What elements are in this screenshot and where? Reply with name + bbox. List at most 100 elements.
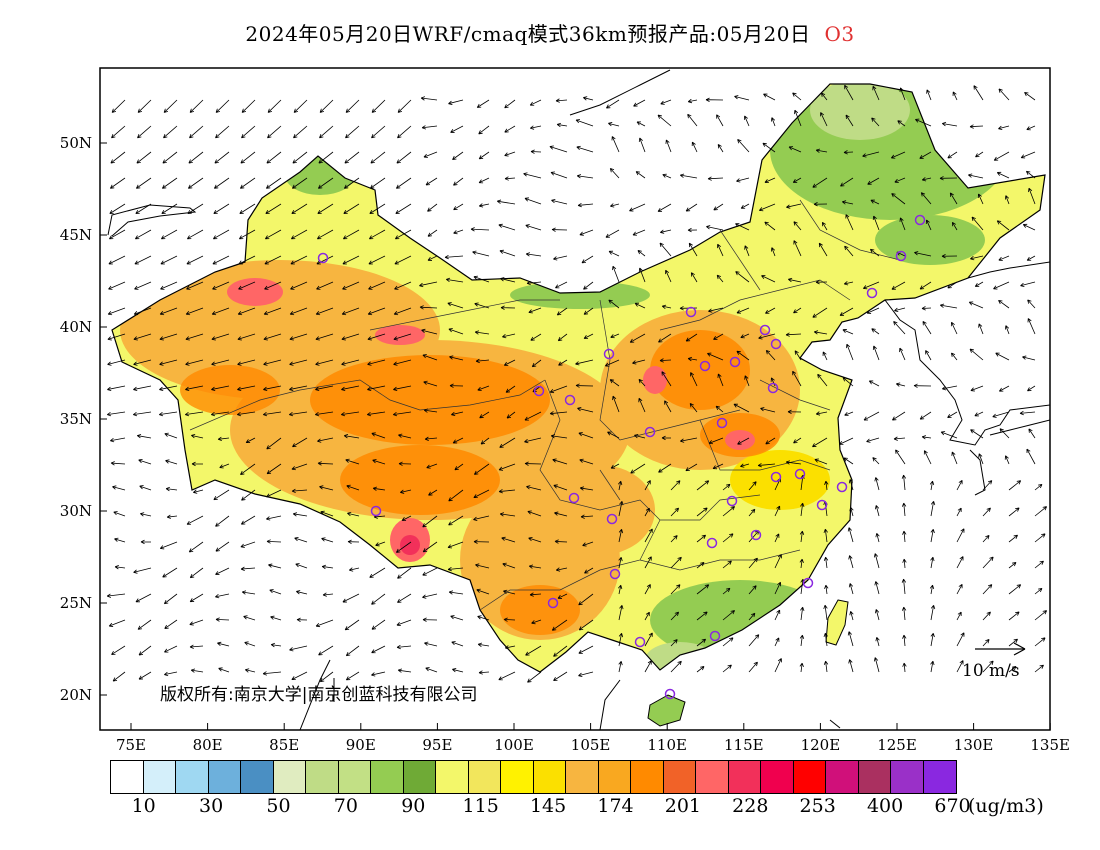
wind-arrow [321,537,334,543]
wind-arrow [758,333,776,340]
wind-arrow [371,645,386,654]
wind-arrow [111,99,126,113]
wind-arrow [765,307,776,314]
wind-arrow [696,534,706,543]
wind-arrow [764,221,776,231]
wind-arrow [317,437,334,443]
wind-arrow [427,203,438,212]
wind-arrow [164,645,178,653]
wind-arrow [844,84,854,101]
wind-arrow [551,619,568,631]
wind-arrow [369,567,386,578]
wind-arrow [213,203,230,215]
wind-arrow [736,177,750,183]
wind-arrow [970,255,984,261]
wind-arrow [951,451,958,465]
wind-arrow [926,89,932,101]
wind-arrow [366,411,386,417]
wind-arrow [722,533,734,543]
wind-arrow [395,177,412,189]
wind-arrow [973,85,984,101]
wind-arrow [921,435,932,440]
wind-arrow [135,177,152,189]
wind-arrow [872,457,880,465]
wind-arrow [845,214,854,231]
wind-arrow [473,463,490,475]
province-borders [189,199,901,611]
wind-arrow [707,352,724,361]
wind-arrow [315,307,334,316]
wind-arrow [265,177,282,189]
wind-arrow [427,255,438,261]
wind-arrow [549,385,568,394]
legend-label: 50 [266,795,291,817]
wind-arrow [925,219,932,231]
wind-arrow [919,281,932,290]
wind-arrow [579,229,594,236]
wind-arrow [315,333,334,341]
hainan-island [647,694,686,727]
wind-arrow [969,348,984,361]
wind-arrow [215,567,230,575]
station-marker [606,513,618,525]
wind-arrow [848,583,854,595]
wind-arrow [134,281,152,290]
station-marker [866,287,878,299]
wind-arrow [1008,611,1020,621]
legend-swatch [176,761,209,793]
wind-arrow [504,176,516,181]
wind-arrow [111,645,126,655]
wind-arrow [367,385,386,392]
wind-arrow [477,615,490,621]
map-title: 2024年05月20日WRF/cmaq模式36km预报产品:05月20日 O3 [0,18,1100,47]
wind-arrow [270,615,282,621]
wind-arrow [263,359,282,366]
wind-arrow [996,171,1010,179]
wind-arrow [550,171,568,179]
wind-arrow [505,385,516,393]
wind-arrow [526,280,542,286]
legend-swatch [468,761,501,793]
lat-label: 20N [59,686,92,704]
pollutant-label: O3 [824,22,855,46]
wind-arrow [315,619,334,628]
wind-arrow [901,502,907,517]
wind-arrow [634,302,646,309]
wind-arrow [447,302,464,309]
wind-arrow [901,606,907,621]
wind-arrow [166,514,178,519]
wind-arrow [292,151,308,164]
wind-arrow [217,436,230,442]
station-marker [726,495,738,507]
wind-arrow [289,359,308,366]
wind-arrow [998,385,1010,392]
wind-arrow [423,408,438,413]
wind-arrow [553,484,568,491]
wind-arrow [372,486,386,491]
wind-arrow [528,307,542,314]
wind-arrow [214,151,230,164]
lon-label: 80E [192,736,223,754]
station-marker [706,537,718,549]
wind-arrow [396,619,412,627]
wind-arrow [618,480,623,491]
wind-arrow [212,229,230,240]
wind-arrow [1020,151,1036,159]
wind-arrow [637,250,646,257]
wind-arrow [872,345,880,361]
wind-arrow [970,385,984,392]
wind-arrow [240,151,256,164]
wind-arrow [500,305,516,310]
wind-arrow [644,660,652,673]
wind-arrow [685,333,698,342]
wind-arrow [345,671,360,681]
wind-arrow [163,125,178,139]
wind-arrow [823,604,828,621]
wind-arrow [875,637,880,647]
wind-arrow [611,136,620,153]
wind-arrow [930,604,936,621]
wind-arrow [765,349,776,361]
wind-arrow [112,671,126,682]
wind-arrow [395,203,412,215]
wind-arrow [113,511,126,517]
